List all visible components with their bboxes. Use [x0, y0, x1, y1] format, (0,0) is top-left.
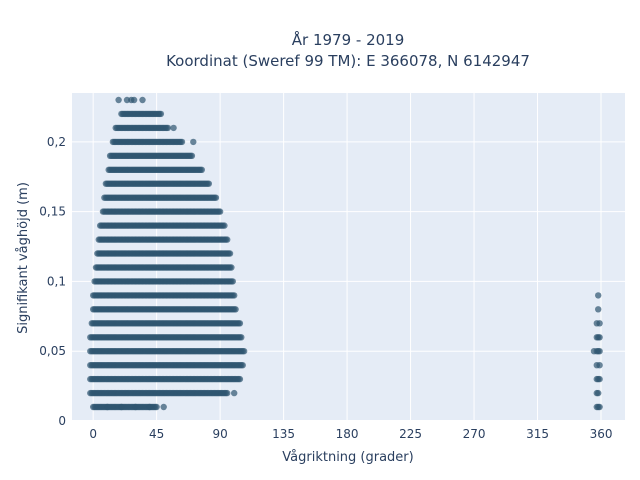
scatter-point [596, 320, 603, 327]
scatter-point [146, 403, 153, 411]
y-tick-label: 0,05 [39, 344, 66, 358]
x-tick-label: 180 [336, 427, 359, 441]
x-tick-label: 135 [272, 427, 295, 441]
x-tick-label: 360 [590, 427, 613, 441]
y-tick-label: 0,15 [39, 205, 66, 219]
scatter-point [157, 110, 165, 118]
scatter-point [115, 96, 122, 104]
scatter-point [231, 389, 238, 397]
scatter-point [224, 389, 231, 397]
scatter-points [87, 96, 603, 411]
x-tick-label: 45 [149, 427, 164, 441]
scatter-point [188, 152, 196, 159]
scatter-point [596, 403, 603, 411]
y-tick-label: 0 [58, 414, 66, 428]
scatter-point [239, 362, 246, 369]
scatter-point [240, 348, 248, 355]
scatter-point [170, 124, 177, 132]
scatter-point [229, 278, 236, 285]
scatter-point [212, 194, 220, 201]
scatter-point [132, 403, 139, 411]
scatter-point [130, 96, 138, 104]
scatter-point [190, 138, 197, 146]
y-axis-title: Signifikant våghöjd (m) [16, 182, 31, 334]
tick-label-layer: 0 45 90 135 180 225 270 315 360 0 0,05 0,1 0,15 0,2 [39, 135, 612, 441]
y-tick-label: 0,2 [47, 135, 66, 149]
x-tick-label: 225 [399, 427, 422, 441]
scatter-point [118, 403, 125, 411]
x-tick-label: 90 [212, 427, 227, 441]
scatter-point [164, 124, 172, 132]
scatter-point [160, 403, 167, 411]
scatter-point [232, 306, 239, 313]
x-axis-title: Vågriktning (grader) [282, 450, 413, 465]
x-tick-label: 270 [463, 427, 486, 441]
scatter-point [595, 389, 602, 397]
chart-title-line-1: År 1979 - 2019 [292, 30, 405, 49]
scatter-point [198, 166, 205, 173]
scatter-point [596, 348, 603, 355]
scatter-point [236, 320, 244, 327]
scatter-point [231, 292, 238, 299]
scatter-point [595, 306, 602, 313]
x-tick-label: 315 [526, 427, 549, 441]
scatter-point [596, 362, 603, 369]
scatter-point [221, 222, 228, 229]
scatter-point [236, 375, 244, 383]
scatter-point [228, 264, 235, 271]
scatter-point [596, 334, 603, 341]
scatter-point [224, 236, 231, 243]
scatter-point [205, 180, 212, 187]
scatter-point [104, 403, 111, 411]
scatter-point [238, 334, 245, 341]
scatter-point [139, 96, 146, 104]
scatter-point [216, 208, 224, 215]
y-tick-label: 0,1 [47, 274, 66, 288]
grid-layer [72, 93, 625, 422]
scatter-point [596, 375, 603, 383]
chart-title-line-2: Koordinat (Sweref 99 TM): E 366078, N 61… [166, 52, 530, 70]
scatter-point [595, 292, 602, 299]
scatter-point [178, 138, 186, 146]
scatter-point [153, 403, 160, 411]
x-tick-label: 0 [89, 427, 97, 441]
scatter-point [226, 250, 234, 257]
